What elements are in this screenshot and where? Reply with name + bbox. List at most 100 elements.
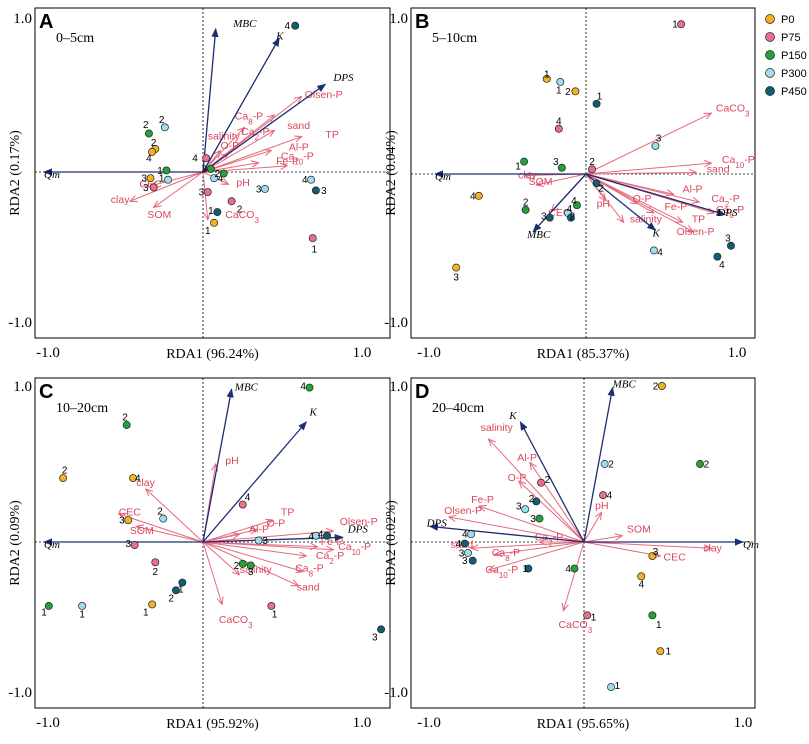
sample-point	[656, 647, 665, 656]
sample-point-label: 1	[41, 608, 47, 619]
sample-point-label: 4	[308, 531, 314, 542]
sample-point-label: 2	[157, 506, 163, 517]
env-arrow	[202, 541, 240, 575]
sample-point-label: 2	[122, 413, 128, 424]
sample-point-label: 1	[665, 647, 671, 658]
sample-point-label: 2	[653, 382, 659, 393]
sample-point-label: 4	[456, 539, 462, 550]
env-arrow-label: O-P	[220, 140, 239, 152]
sample-point-label: 1	[591, 612, 597, 623]
sample-point	[599, 491, 608, 500]
sample-point-label: 1	[597, 92, 603, 103]
env-arrow-label: pH	[595, 500, 608, 512]
sample-point	[261, 184, 269, 193]
plot-frame	[34, 377, 391, 709]
legend-marker	[765, 50, 775, 60]
sample-point-label: 1	[515, 162, 521, 173]
sample-point	[172, 586, 180, 595]
sample-point	[467, 530, 476, 539]
sample-point	[311, 531, 320, 540]
species-arrow-label: MBC	[526, 229, 551, 241]
env-arrow-label: Ca10-P	[338, 541, 371, 557]
sample-point-label: 2	[545, 475, 551, 486]
legend-item: P450	[765, 86, 807, 98]
legend-marker	[765, 14, 775, 24]
env-arrow	[202, 541, 222, 604]
env-arrow-label: Olsen-P	[444, 505, 482, 517]
species-arrow-label: K	[309, 407, 318, 419]
env-arrow	[202, 137, 302, 173]
env-arrow-label: Olsen-P	[340, 516, 378, 528]
sample-point	[202, 154, 211, 163]
sample-point-label: 2	[608, 460, 614, 471]
env-arrow-label: Ca10-P	[722, 154, 755, 170]
env-arrow-label: TP	[325, 129, 338, 141]
y-tick-label: -1.0	[384, 685, 408, 701]
sample-point	[210, 174, 219, 183]
env-arrow	[202, 541, 303, 572]
env-arrow-label: sand	[287, 120, 310, 132]
env-arrow	[583, 541, 660, 556]
sample-point-label: 3	[459, 548, 465, 559]
env-arrow-label: Olsen-P	[677, 226, 715, 238]
sample-point	[648, 611, 657, 620]
x-axis-label: RDA1 (85.37%)	[537, 347, 630, 362]
sample-point-label: 3	[653, 547, 659, 558]
env-arrow	[585, 173, 699, 202]
sample-point	[566, 213, 575, 222]
sample-point	[542, 74, 551, 83]
env-arrow-label: clay	[518, 170, 537, 182]
env-arrow-label: SOM	[130, 525, 154, 537]
sample-point-label: 4	[318, 530, 324, 541]
sample-point	[592, 179, 601, 188]
env-arrow-label: CEC	[119, 506, 142, 518]
sample-point-label: 2	[529, 494, 535, 505]
env-arrow	[202, 171, 208, 220]
sample-point	[468, 556, 477, 565]
env-arrow	[202, 150, 220, 173]
species-arrow	[202, 388, 234, 543]
env-arrow-label: CaCO3	[559, 619, 593, 635]
x-axis-label: RDA1 (95.92%)	[166, 717, 259, 732]
env-arrow-label: Fe-P	[471, 494, 494, 506]
sample-point-label: 1	[159, 174, 165, 185]
sample-point	[178, 578, 187, 587]
env-arrow-label: Ca8-P	[492, 547, 520, 563]
env-arrow	[119, 514, 204, 543]
x-tick-label: -1.0	[417, 715, 441, 731]
sample-point	[545, 213, 554, 222]
sample-point	[677, 20, 686, 29]
sample-point-label: 4	[135, 474, 141, 485]
sample-point	[307, 175, 316, 184]
env-arrow-label: Al-P	[289, 141, 309, 153]
sample-point-label: 2	[159, 115, 165, 126]
sample-point	[146, 174, 155, 183]
sample-point-label: 3	[372, 633, 378, 644]
legend-label: P450	[781, 86, 807, 98]
env-arrow-label: CEC	[664, 552, 687, 564]
legend-item: P0	[765, 14, 794, 26]
species-arrow-label: DPS	[347, 524, 369, 536]
sample-point	[377, 625, 386, 634]
sample-point	[78, 602, 87, 610]
env-arrow-label: Ca2-P	[316, 550, 344, 566]
sample-point	[130, 541, 139, 550]
env-arrow-label: clay	[136, 477, 155, 489]
sample-point	[203, 188, 212, 196]
sample-point-label: 3	[199, 188, 205, 199]
env-arrow-label: SOM	[529, 176, 553, 188]
env-arrow	[202, 166, 287, 173]
sample-point-label: 3	[125, 539, 131, 550]
sample-point-label: 4	[607, 491, 613, 502]
plot-frame	[410, 377, 756, 709]
sample-point-label: 2	[215, 169, 221, 180]
env-arrow	[489, 439, 585, 543]
env-arrow-label: O-P	[508, 472, 527, 484]
sample-point	[159, 514, 168, 523]
env-arrow-label: CaCO3	[219, 614, 253, 630]
sample-point-label: 4	[657, 248, 663, 259]
legend-marker	[765, 32, 775, 42]
panel-letter: C	[39, 381, 53, 403]
sample-point	[460, 539, 469, 548]
sample-point-label: 3	[141, 174, 147, 185]
